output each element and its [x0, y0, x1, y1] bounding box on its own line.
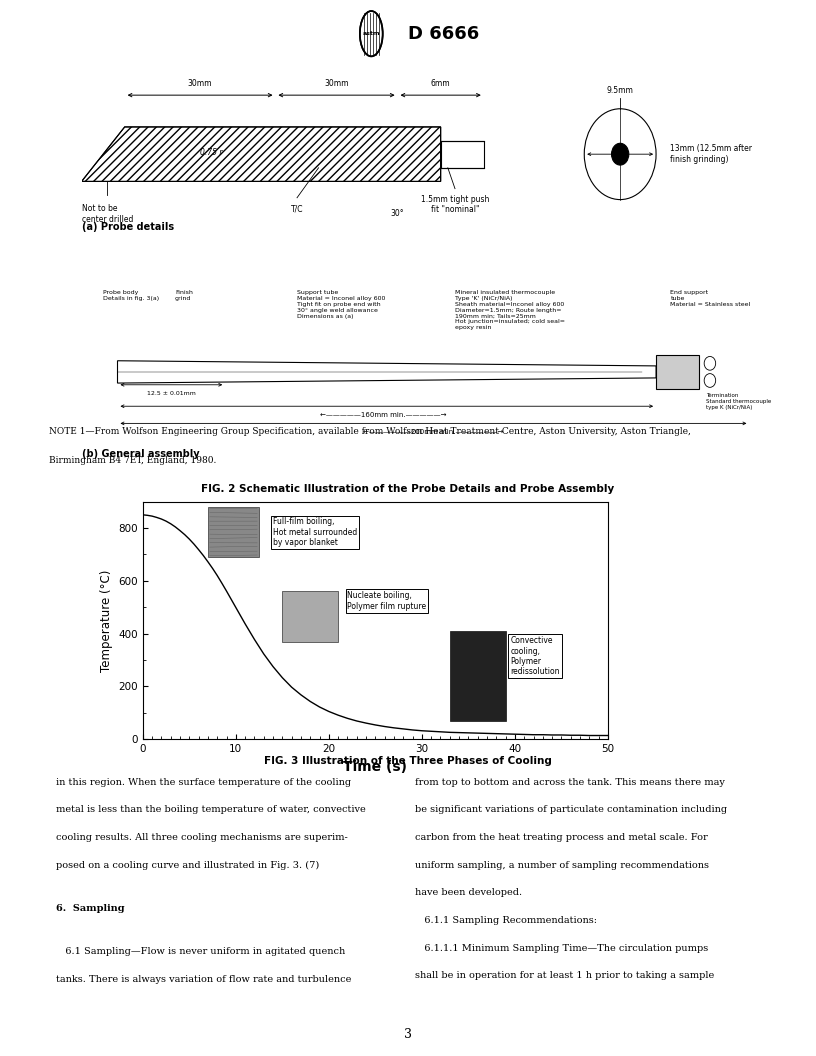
Text: FIG. 2 Schematic Illustration of the Probe Details and Probe Assembly: FIG. 2 Schematic Illustration of the Pro… — [202, 484, 614, 494]
Text: 30°: 30° — [391, 209, 405, 218]
Text: 6.1 ​Sampling—Flow is never uniform in agitated quench: 6.1 ​Sampling—Flow is never uniform in a… — [56, 947, 345, 957]
Text: be significant variations of particulate contamination including: be significant variations of particulate… — [415, 805, 727, 814]
Text: Mineral insulated thermocouple
Type 'K' (NiCr/NiA)
Sheath material=Inconel alloy: Mineral insulated thermocouple Type 'K' … — [455, 290, 565, 331]
Text: End support
tube
Material = Stainless steel: End support tube Material = Stainless st… — [671, 290, 751, 307]
Text: 30mm: 30mm — [188, 79, 212, 88]
Text: 6.  Sampling: 6. Sampling — [56, 904, 125, 913]
Text: Not to be
center drilled: Not to be center drilled — [82, 204, 133, 224]
Text: 3: 3 — [404, 1027, 412, 1041]
Text: ←—————160mm min.—————→: ←—————160mm min.—————→ — [320, 412, 446, 418]
Circle shape — [704, 357, 716, 371]
Text: D 6666: D 6666 — [408, 24, 479, 42]
Text: cooling results. All three cooling mechanisms are superim-: cooling results. All three cooling mecha… — [56, 833, 348, 842]
Text: Probe body
Details in fig. 3(a): Probe body Details in fig. 3(a) — [103, 290, 159, 301]
Bar — [441, 140, 484, 168]
Text: 6.1.1.1 ​Minimum Sampling Time—The circulation pumps: 6.1.1.1 ​Minimum Sampling Time—The circu… — [415, 944, 708, 953]
Text: uniform sampling, a number of sampling recommendations: uniform sampling, a number of sampling r… — [415, 861, 709, 869]
Text: tanks. There is always variation of flow rate and turbulence: tanks. There is always variation of flow… — [56, 975, 352, 984]
Text: 12.5 ± 0.01mm: 12.5 ± 0.01mm — [147, 391, 196, 396]
Bar — [208, 507, 259, 558]
Text: Full-film boiling,
Hot metal surrounded
by vapor blanket: Full-film boiling, Hot metal surrounded … — [273, 517, 357, 547]
Text: in this region. When the surface temperature of the cooling: in this region. When the surface tempera… — [56, 777, 351, 787]
Text: (b) General assembly: (b) General assembly — [82, 449, 199, 459]
X-axis label: Time (s): Time (s) — [344, 759, 407, 774]
Text: Support tube
Material = Inconel alloy 600
Tight fit on probe end with
30° angle : Support tube Material = Inconel alloy 60… — [297, 290, 385, 319]
Text: (a) Probe details: (a) Probe details — [82, 223, 174, 232]
Text: Convective
cooling,
Polymer
redissolution: Convective cooling, Polymer redissolutio… — [510, 636, 560, 677]
Text: carbon from the heat treating process and metal scale. For: carbon from the heat treating process an… — [415, 833, 708, 842]
Polygon shape — [118, 361, 656, 383]
Text: from top to bottom and across the tank. This means there may: from top to bottom and across the tank. … — [415, 777, 725, 787]
Text: T/C: T/C — [290, 204, 304, 213]
Text: 30mm: 30mm — [324, 79, 348, 88]
Text: Birmingham B4 7ET, England, 1980.: Birmingham B4 7ET, England, 1980. — [49, 456, 216, 465]
Text: ←——————200mm min.——————→: ←——————200mm min.——————→ — [363, 430, 503, 435]
Bar — [656, 355, 699, 389]
Ellipse shape — [360, 11, 383, 56]
Text: Finish
grind: Finish grind — [175, 290, 193, 301]
Text: NOTE 1—From Wolfson Engineering Group Specification, available from Wolfson Heat: NOTE 1—From Wolfson Engineering Group Sp… — [49, 427, 691, 436]
Text: metal is less than the boiling temperature of water, convective: metal is less than the boiling temperatu… — [56, 805, 366, 814]
Polygon shape — [82, 127, 441, 182]
Text: astm: astm — [362, 32, 380, 36]
Text: Nucleate boiling,
Polymer film rupture: Nucleate boiling, Polymer film rupture — [348, 591, 427, 610]
Text: have been developed.: have been developed. — [415, 888, 522, 898]
Text: 1.5mm tight push
fit "nominal": 1.5mm tight push fit "nominal" — [421, 195, 489, 214]
Circle shape — [611, 144, 629, 165]
Circle shape — [584, 109, 656, 200]
Text: 6.1.1 ​Sampling Recommendations​:: 6.1.1 ​Sampling Recommendations​: — [415, 916, 597, 925]
Bar — [282, 591, 338, 641]
Text: 6mm: 6mm — [431, 79, 450, 88]
Text: 0.75 r: 0.75 r — [200, 148, 222, 157]
Text: 13mm (12.5mm after
finish grinding): 13mm (12.5mm after finish grinding) — [671, 145, 752, 164]
Circle shape — [704, 374, 716, 388]
Text: FIG. 3 Illustration of the Three Phases of Cooling: FIG. 3 Illustration of the Three Phases … — [264, 756, 552, 766]
Text: shall be in operation for at least 1 h prior to taking a sample: shall be in operation for at least 1 h p… — [415, 972, 715, 980]
Text: 9.5mm: 9.5mm — [607, 87, 633, 95]
Bar — [450, 630, 506, 720]
Text: Termination
Standard thermocouple
type K (NiCr/NiA): Termination Standard thermocouple type K… — [707, 393, 772, 410]
Y-axis label: Temperature (°C): Temperature (°C) — [100, 569, 113, 672]
Text: posed on a cooling curve and illustrated in Fig. 3. (7): posed on a cooling curve and illustrated… — [56, 861, 319, 870]
